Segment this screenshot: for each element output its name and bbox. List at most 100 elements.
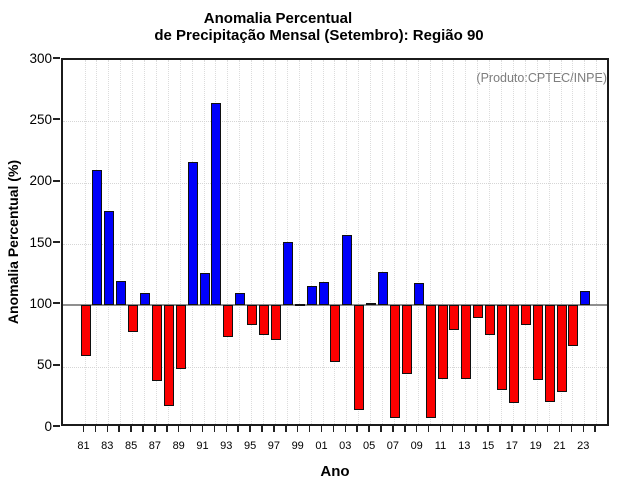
x-axis-tick — [523, 426, 525, 432]
bar-06 — [378, 272, 388, 306]
x-tick-label: 81 — [77, 440, 90, 452]
bar-08 — [401, 305, 412, 375]
x-axis-tick — [320, 426, 323, 432]
y-axis-tick — [53, 118, 60, 121]
x-axis-tick — [166, 426, 168, 432]
gridline-vertical — [453, 60, 455, 424]
gridline-vertical — [310, 60, 312, 424]
x-axis-tick — [308, 426, 311, 432]
bar-81 — [80, 305, 91, 356]
gridline-vertical — [203, 60, 205, 424]
y-tick-label: 50 — [36, 357, 52, 373]
x-axis-tick — [344, 426, 347, 432]
x-axis-tick — [427, 426, 430, 432]
x-axis-tick — [558, 426, 561, 432]
chart-title-line1: Anomalia Percentual — [203, 10, 353, 27]
gridline-vertical — [132, 60, 134, 424]
gridline-vertical — [144, 60, 145, 424]
x-axis-tick — [213, 426, 216, 432]
x-tick-label: 13 — [458, 440, 471, 452]
gridline-vertical — [120, 60, 122, 424]
gridline-vertical — [441, 60, 443, 424]
gridline-vertical — [417, 60, 419, 424]
bar-83 — [104, 210, 115, 306]
bar-92 — [211, 102, 222, 306]
x-axis-tick — [380, 426, 382, 432]
x-axis-tick — [106, 426, 109, 432]
x-tick-label: 19 — [529, 440, 542, 452]
gridline-vertical — [501, 60, 502, 424]
gridline-vertical — [596, 60, 598, 424]
bar-05 — [366, 302, 377, 306]
gridline-vertical — [405, 60, 407, 424]
bar-90 — [187, 161, 198, 306]
x-axis-tick — [130, 426, 132, 432]
x-axis-tick — [237, 426, 239, 432]
x-axis-tick — [273, 426, 275, 432]
gridline-vertical — [382, 60, 383, 424]
x-axis-tick — [463, 426, 466, 432]
plot-area — [61, 58, 609, 426]
y-axis-tick — [53, 425, 60, 427]
bar-99 — [294, 304, 305, 307]
y-axis-tick — [53, 57, 60, 59]
bar-89 — [175, 305, 186, 370]
x-axis-tick — [225, 426, 228, 432]
product-annotation: (Produto:CPTEC/INPE) — [476, 71, 607, 85]
x-tick-label: 07 — [386, 440, 400, 452]
bar-09 — [413, 283, 424, 306]
bar-93 — [223, 305, 234, 338]
gridline-vertical — [274, 60, 276, 424]
gridline-vertical — [179, 60, 181, 424]
gridline-vertical — [227, 60, 229, 424]
bar-03 — [342, 235, 353, 306]
x-axis-tick — [499, 426, 501, 432]
x-tick-label: 01 — [315, 440, 328, 452]
x-tick-label: 89 — [172, 440, 185, 452]
bar-14 — [473, 305, 484, 318]
gridline-vertical — [572, 60, 574, 424]
bar-82 — [92, 170, 103, 306]
bar-98 — [282, 241, 293, 306]
bar-86 — [140, 293, 150, 306]
gridline-vertical — [429, 60, 431, 424]
x-tick-label: 83 — [101, 440, 114, 452]
x-tick-label: 97 — [267, 440, 281, 452]
gridline-horizontal — [63, 121, 607, 123]
y-tick-label: 100 — [29, 295, 52, 311]
x-tick-label: 09 — [410, 440, 423, 452]
x-axis-tick — [177, 426, 180, 432]
gridline-vertical — [465, 60, 467, 424]
gridline-vertical — [84, 60, 86, 424]
bar-97 — [270, 305, 281, 340]
gridline-vertical — [512, 60, 514, 424]
bar-04 — [354, 305, 365, 410]
bar-16 — [497, 305, 507, 390]
gridline-vertical — [239, 60, 241, 424]
gridline-vertical — [536, 60, 538, 424]
x-tick-label: 93 — [220, 440, 233, 452]
gridline-horizontal — [63, 366, 607, 368]
x-axis-tick — [189, 426, 192, 432]
x-axis-tick — [570, 426, 573, 432]
x-axis-tick — [475, 426, 477, 432]
bar-10 — [425, 305, 436, 419]
gridline-horizontal — [63, 182, 607, 184]
x-tick-label: 15 — [481, 440, 495, 452]
x-axis-tick — [451, 426, 454, 432]
x-axis-tick — [439, 426, 442, 432]
x-axis-tick — [201, 426, 204, 432]
chart-title-line2: de Precipitação Mensal (Setembro): Regiã… — [154, 27, 484, 44]
x-tick-label: 21 — [553, 440, 566, 452]
bar-02 — [330, 305, 341, 362]
x-axis-tick — [368, 426, 370, 432]
x-tick-label: 03 — [339, 440, 352, 452]
bar-94 — [235, 293, 246, 306]
gridline-vertical — [370, 60, 372, 424]
gridline-vertical — [584, 60, 586, 424]
x-axis-tick — [356, 426, 358, 432]
bar-17 — [508, 305, 519, 404]
y-tick-label: 150 — [29, 234, 52, 250]
y-axis-tick — [53, 302, 60, 305]
